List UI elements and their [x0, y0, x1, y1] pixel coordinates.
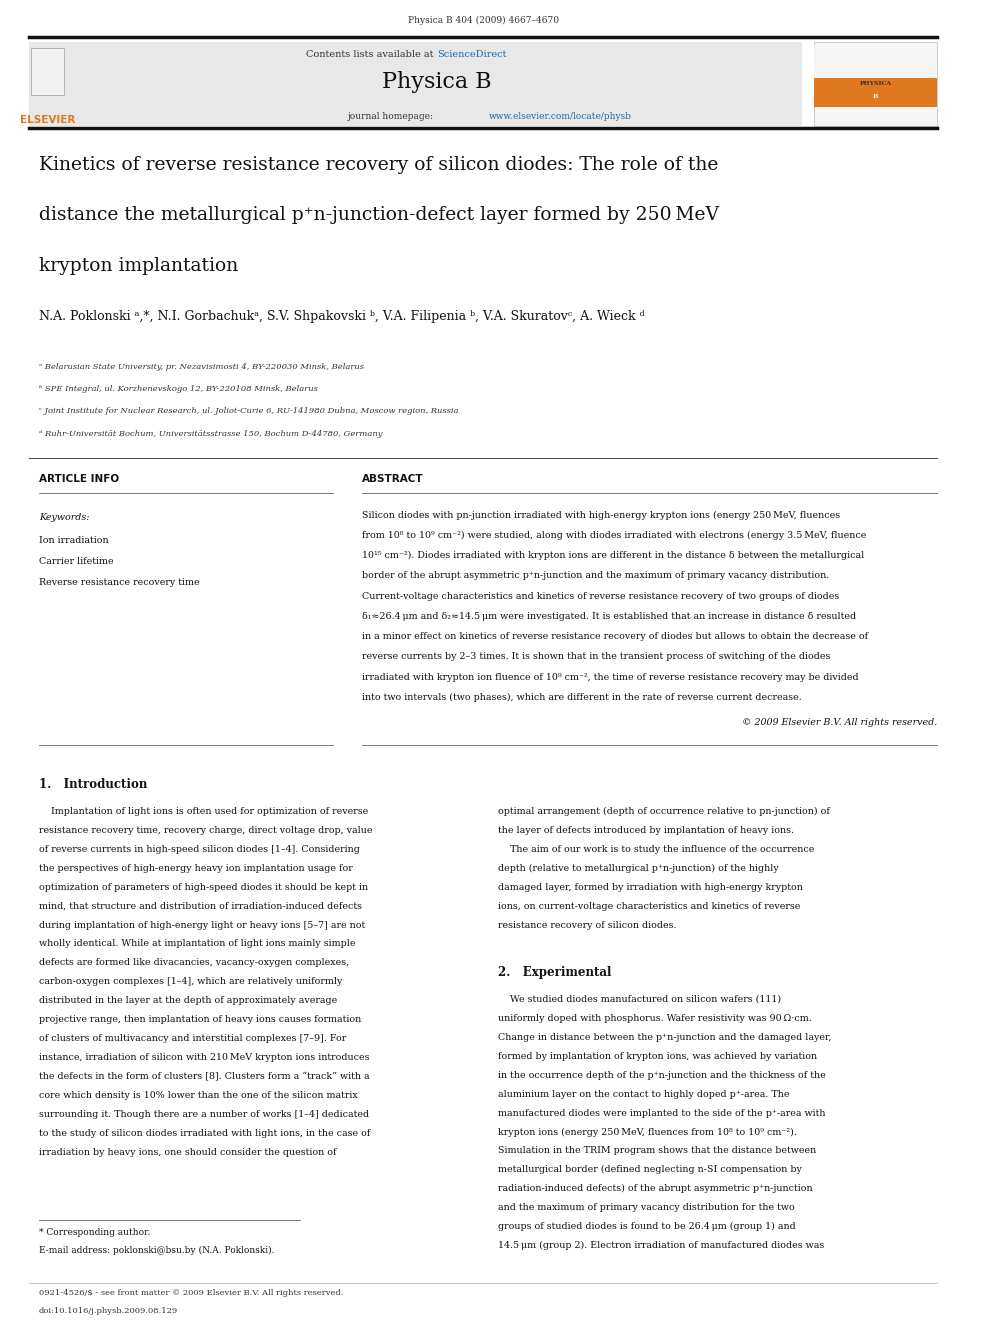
Text: krypton implantation: krypton implantation	[39, 257, 238, 275]
Text: from 10⁸ to 10⁹ cm⁻²) were studied, along with diodes irradiated with electrons : from 10⁸ to 10⁹ cm⁻²) were studied, alon…	[362, 531, 867, 540]
Text: of clusters of multivacancy and interstitial complexes [7–9]. For: of clusters of multivacancy and intersti…	[39, 1035, 346, 1043]
Text: ARTICLE INFO: ARTICLE INFO	[39, 474, 119, 484]
Text: in the occurrence depth of the p⁺n-junction and the thickness of the: in the occurrence depth of the p⁺n-junct…	[498, 1070, 825, 1080]
Text: © 2009 Elsevier B.V. All rights reserved.: © 2009 Elsevier B.V. All rights reserved…	[742, 718, 937, 728]
Text: manufactured diodes were implanted to the side of the p⁺-area with: manufactured diodes were implanted to th…	[498, 1109, 825, 1118]
Text: krypton ions (energy 250 MeV, fluences from 10⁸ to 10⁹ cm⁻²).: krypton ions (energy 250 MeV, fluences f…	[498, 1127, 797, 1136]
Text: * Corresponding author.: * Corresponding author.	[39, 1228, 150, 1237]
Text: the defects in the form of clusters [8]. Clusters form a “track” with a: the defects in the form of clusters [8].…	[39, 1072, 369, 1081]
Text: groups of studied diodes is found to be 26.4 μm (group 1) and: groups of studied diodes is found to be …	[498, 1222, 796, 1232]
Text: surrounding it. Though there are a number of works [1–4] dedicated: surrounding it. Though there are a numbe…	[39, 1110, 369, 1119]
Text: metallurgical border (defined neglecting n-SI compensation by: metallurgical border (defined neglecting…	[498, 1166, 802, 1175]
Text: Change in distance between the p⁺n-junction and the damaged layer,: Change in distance between the p⁺n-junct…	[498, 1033, 831, 1043]
Text: the perspectives of high-energy heavy ion implantation usage for: the perspectives of high-energy heavy io…	[39, 864, 352, 873]
Text: during implantation of high-energy light or heavy ions [5–7] are not: during implantation of high-energy light…	[39, 921, 365, 930]
Text: Keywords:: Keywords:	[39, 513, 89, 523]
Text: B: B	[873, 94, 878, 99]
Text: formed by implantation of krypton ions, was achieved by variation: formed by implantation of krypton ions, …	[498, 1052, 816, 1061]
Text: N.A. Poklonski ᵃ,*, N.I. Gorbachukᵃ, S.V. Shpakovski ᵇ, V.A. Filipenia ᵇ, V.A. S: N.A. Poklonski ᵃ,*, N.I. Gorbachukᵃ, S.V…	[39, 310, 644, 323]
Text: ABSTRACT: ABSTRACT	[362, 474, 424, 484]
Text: Reverse resistance recovery time: Reverse resistance recovery time	[39, 578, 199, 587]
Text: mind, that structure and distribution of irradiation-induced defects: mind, that structure and distribution of…	[39, 902, 362, 910]
Text: ᵇ SPE Integral, ul. Korzhenevskogo 12, BY-220108 Minsk, Belarus: ᵇ SPE Integral, ul. Korzhenevskogo 12, B…	[39, 385, 317, 393]
Text: instance, irradiation of silicon with 210 MeV krypton ions introduces: instance, irradiation of silicon with 21…	[39, 1053, 369, 1062]
Text: E-mail address: poklonski@bsu.by (N.A. Poklonski).: E-mail address: poklonski@bsu.by (N.A. P…	[39, 1246, 274, 1256]
Text: reverse currents by 2–3 times. It is shown that in the transient process of swit: reverse currents by 2–3 times. It is sho…	[362, 652, 830, 662]
Text: 14.5 μm (group 2). Electron irradiation of manufactured diodes was: 14.5 μm (group 2). Electron irradiation …	[498, 1241, 824, 1250]
Text: Silicon diodes with pn-junction irradiated with high-energy krypton ions (energy: Silicon diodes with pn-junction irradiat…	[362, 511, 840, 520]
Text: projective range, then implantation of heavy ions causes formation: projective range, then implantation of h…	[39, 1015, 361, 1024]
Text: Contents lists available at: Contents lists available at	[307, 50, 436, 60]
Text: optimal arrangement (depth of occurrence relative to pn-junction) of: optimal arrangement (depth of occurrence…	[498, 807, 829, 816]
FancyBboxPatch shape	[813, 46, 937, 79]
Text: Current-voltage characteristics and kinetics of reverse resistance recovery of t: Current-voltage characteristics and kine…	[362, 591, 839, 601]
Text: into two intervals (two phases), which are different in the rate of reverse curr: into two intervals (two phases), which a…	[362, 693, 803, 703]
Text: δ₁≈26.4 μm and δ₂≈14.5 μm were investigated. It is established that an increase : δ₁≈26.4 μm and δ₂≈14.5 μm were investiga…	[362, 611, 856, 620]
Text: in a minor effect on kinetics of reverse resistance recovery of diodes but allow: in a minor effect on kinetics of reverse…	[362, 632, 869, 642]
Text: wholly identical. While at implantation of light ions mainly simple: wholly identical. While at implantation …	[39, 939, 355, 949]
Text: optimization of parameters of high-speed diodes it should be kept in: optimization of parameters of high-speed…	[39, 882, 368, 892]
Text: ScienceDirect: ScienceDirect	[436, 50, 506, 60]
Text: distributed in the layer at the depth of approximately average: distributed in the layer at the depth of…	[39, 996, 337, 1005]
FancyBboxPatch shape	[813, 42, 937, 126]
Text: ᶜ Joint Institute for Nuclear Research, ul. Joliot-Curie 6, RU-141980 Dubna, Mos: ᶜ Joint Institute for Nuclear Research, …	[39, 407, 458, 415]
Text: Implantation of light ions is often used for optimization of reverse: Implantation of light ions is often used…	[39, 807, 368, 816]
Text: defects are formed like divacancies, vacancy-oxygen complexes,: defects are formed like divacancies, vac…	[39, 958, 349, 967]
Text: ᵈ Ruhr-Universität Bochum, Universitätsstrasse 150, Bochum D-44780, Germany: ᵈ Ruhr-Universität Bochum, Universitätss…	[39, 430, 382, 438]
Text: PHYSICA: PHYSICA	[859, 81, 892, 86]
Text: and the maximum of primary vacancy distribution for the two: and the maximum of primary vacancy distr…	[498, 1203, 795, 1212]
Text: resistance recovery time, recovery charge, direct voltage drop, value: resistance recovery time, recovery charg…	[39, 826, 372, 835]
Text: ᵃ Belarusian State University, pr. Nezavisimosti 4, BY-220030 Minsk, Belarus: ᵃ Belarusian State University, pr. Nezav…	[39, 363, 364, 370]
Text: ions, on current-voltage characteristics and kinetics of reverse: ions, on current-voltage characteristics…	[498, 902, 801, 910]
Text: Kinetics of reverse resistance recovery of silicon diodes: The role of the: Kinetics of reverse resistance recovery …	[39, 156, 718, 175]
Text: irradiation by heavy ions, one should consider the question of: irradiation by heavy ions, one should co…	[39, 1147, 336, 1156]
Text: Physica B 404 (2009) 4667–4670: Physica B 404 (2009) 4667–4670	[408, 16, 558, 25]
Text: irradiated with krypton ion fluence of 10⁹ cm⁻², the time of reverse resistance : irradiated with krypton ion fluence of 1…	[362, 672, 859, 681]
Text: resistance recovery of silicon diodes.: resistance recovery of silicon diodes.	[498, 921, 677, 930]
Text: 10¹⁵ cm⁻²). Diodes irradiated with krypton ions are different in the distance δ : 10¹⁵ cm⁻²). Diodes irradiated with krypt…	[362, 552, 865, 560]
Text: the layer of defects introduced by implantation of heavy ions.: the layer of defects introduced by impla…	[498, 826, 794, 835]
Text: 2.   Experimental: 2. Experimental	[498, 966, 611, 979]
Text: journal homepage:: journal homepage:	[348, 112, 436, 122]
Text: to the study of silicon diodes irradiated with light ions, in the case of: to the study of silicon diodes irradiate…	[39, 1129, 370, 1138]
Text: The aim of our work is to study the influence of the occurrence: The aim of our work is to study the infl…	[498, 845, 814, 853]
Text: carbon-oxygen complexes [1–4], which are relatively uniformly: carbon-oxygen complexes [1–4], which are…	[39, 978, 342, 987]
Text: www.elsevier.com/locate/physb: www.elsevier.com/locate/physb	[489, 112, 632, 122]
Text: We studied diodes manufactured on silicon wafers (111): We studied diodes manufactured on silico…	[498, 995, 781, 1004]
Text: Simulation in the TRIM program shows that the distance between: Simulation in the TRIM program shows tha…	[498, 1146, 816, 1155]
FancyBboxPatch shape	[813, 78, 937, 107]
Text: aluminium layer on the contact to highly doped p⁺-area. The: aluminium layer on the contact to highly…	[498, 1090, 790, 1098]
Text: radiation-induced defects) of the abrupt asymmetric p⁺n-junction: radiation-induced defects) of the abrupt…	[498, 1184, 812, 1193]
Text: Ion irradiation: Ion irradiation	[39, 536, 108, 545]
Text: 1.   Introduction: 1. Introduction	[39, 778, 147, 791]
Text: 0921-4526/$ - see front matter © 2009 Elsevier B.V. All rights reserved.: 0921-4526/$ - see front matter © 2009 El…	[39, 1289, 343, 1297]
Text: doi:10.1016/j.physb.2009.08.129: doi:10.1016/j.physb.2009.08.129	[39, 1307, 178, 1315]
Text: damaged layer, formed by irradiation with high-energy krypton: damaged layer, formed by irradiation wit…	[498, 882, 803, 892]
Text: Physica B: Physica B	[382, 71, 492, 94]
Text: ELSEVIER: ELSEVIER	[20, 115, 75, 126]
FancyBboxPatch shape	[29, 42, 69, 126]
Text: core which density is 10% lower than the one of the silicon matrix: core which density is 10% lower than the…	[39, 1091, 357, 1099]
FancyBboxPatch shape	[31, 48, 63, 95]
Text: border of the abrupt asymmetric p⁺n-junction and the maximum of primary vacancy : border of the abrupt asymmetric p⁺n-junc…	[362, 572, 829, 581]
Text: of reverse currents in high-speed silicon diodes [1–4]. Considering: of reverse currents in high-speed silico…	[39, 845, 359, 853]
Text: Carrier lifetime: Carrier lifetime	[39, 557, 113, 566]
Text: distance the metallurgical p⁺n-junction-defect layer formed by 250 MeV: distance the metallurgical p⁺n-junction-…	[39, 206, 718, 225]
Text: depth (relative to metallurgical p⁺n-junction) of the highly: depth (relative to metallurgical p⁺n-jun…	[498, 864, 779, 873]
FancyBboxPatch shape	[67, 42, 803, 126]
Text: uniformly doped with phosphorus. Wafer resistivity was 90 Ω·cm.: uniformly doped with phosphorus. Wafer r…	[498, 1013, 811, 1023]
